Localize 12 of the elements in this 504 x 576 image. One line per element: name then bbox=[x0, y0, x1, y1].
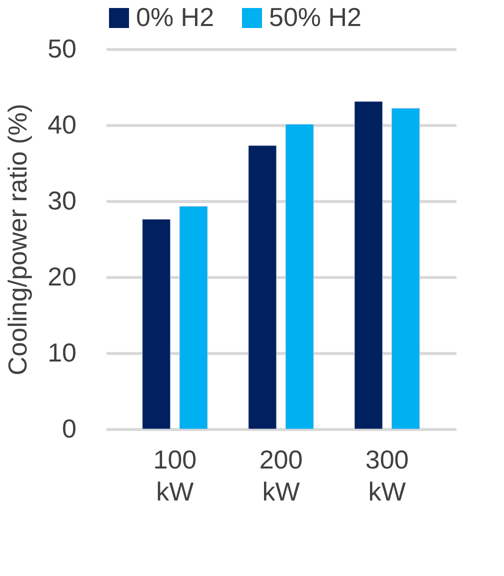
y-tick-label: 40 bbox=[48, 110, 76, 140]
x-tick-label: 300 kW bbox=[365, 444, 409, 506]
y-tick-label: 10 bbox=[48, 338, 76, 368]
y-tick-label: 50 bbox=[48, 34, 76, 64]
x-tick-label: 100 kW bbox=[153, 444, 197, 506]
x-tick-label: 200 kW bbox=[259, 444, 303, 506]
y-tick-label: 20 bbox=[48, 262, 76, 292]
y-tick-label: 0 bbox=[62, 414, 76, 444]
legend-label: 50% H2 bbox=[269, 2, 362, 32]
legend-label: 0% H2 bbox=[136, 2, 214, 32]
y-tick-label: 30 bbox=[48, 186, 76, 216]
y-axis-title: Cooling/power ratio (%) bbox=[2, 104, 33, 376]
